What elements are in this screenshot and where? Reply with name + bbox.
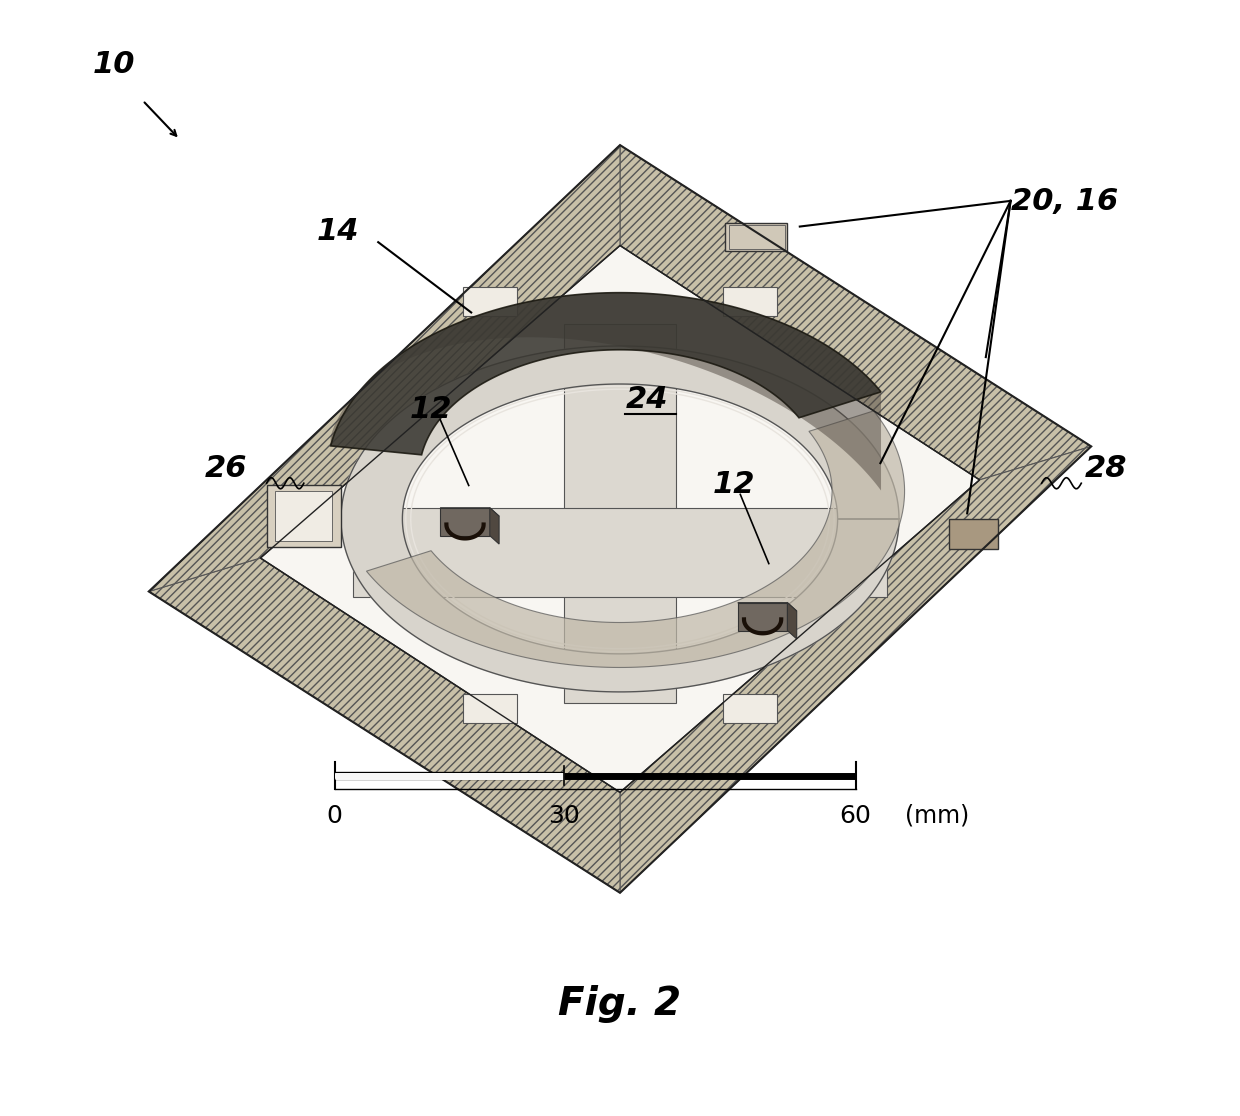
Polygon shape xyxy=(723,694,777,723)
Polygon shape xyxy=(787,603,796,638)
Polygon shape xyxy=(564,324,676,703)
Polygon shape xyxy=(367,411,904,667)
Polygon shape xyxy=(725,223,787,251)
Polygon shape xyxy=(267,485,341,547)
Text: 12: 12 xyxy=(409,395,451,424)
Polygon shape xyxy=(331,292,882,491)
Polygon shape xyxy=(620,446,1091,893)
Text: 30: 30 xyxy=(548,804,580,828)
Text: (mm): (mm) xyxy=(905,804,970,828)
Text: 26: 26 xyxy=(205,453,247,482)
Polygon shape xyxy=(463,287,517,316)
Polygon shape xyxy=(738,603,787,631)
Text: 12: 12 xyxy=(713,470,755,499)
Polygon shape xyxy=(723,287,777,316)
Polygon shape xyxy=(440,508,498,516)
Text: 28: 28 xyxy=(1085,453,1127,482)
Polygon shape xyxy=(620,145,1091,480)
Polygon shape xyxy=(738,603,796,612)
Text: 60: 60 xyxy=(839,804,872,828)
Polygon shape xyxy=(341,346,899,692)
Polygon shape xyxy=(149,145,620,591)
Polygon shape xyxy=(949,519,998,549)
Polygon shape xyxy=(463,694,517,723)
Polygon shape xyxy=(440,508,490,536)
Polygon shape xyxy=(490,508,498,543)
Text: 20, 16: 20, 16 xyxy=(1011,186,1117,215)
Polygon shape xyxy=(275,491,332,541)
Polygon shape xyxy=(149,558,620,893)
Polygon shape xyxy=(260,246,980,792)
Text: 14: 14 xyxy=(316,217,358,246)
Text: 24: 24 xyxy=(626,385,668,414)
Polygon shape xyxy=(331,292,882,455)
Polygon shape xyxy=(353,508,887,597)
Text: Fig. 2: Fig. 2 xyxy=(558,985,682,1023)
Text: 0: 0 xyxy=(327,804,342,828)
Text: 10: 10 xyxy=(93,49,135,78)
